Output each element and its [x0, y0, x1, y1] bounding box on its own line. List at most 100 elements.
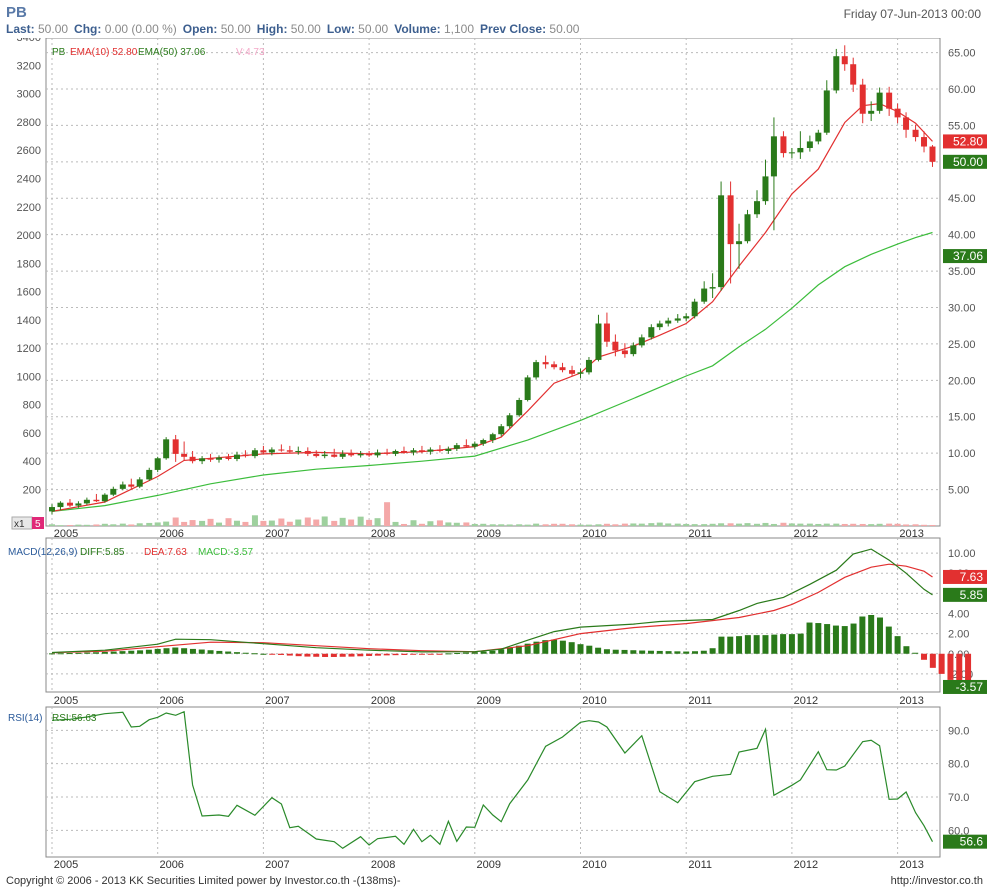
macd-histogram-bar: [66, 653, 73, 655]
macd-histogram-bar: [639, 650, 646, 654]
quote-label: Low:: [326, 22, 355, 36]
rsi-y-tick-label: 60.0: [948, 825, 969, 837]
candle: [278, 444, 285, 452]
y-tick-label-right: 65.00: [948, 48, 976, 60]
x-tick-label: 2010: [582, 528, 606, 540]
candle: [321, 450, 328, 459]
y-tick-label-left: 2600: [17, 145, 41, 157]
svg-text:56.6: 56.6: [960, 835, 984, 849]
macd-histogram-bar: [903, 646, 910, 654]
quote-value: 1,100: [440, 22, 475, 36]
legend-symbol: PB: [52, 47, 66, 58]
y-tick-label-left: 1400: [17, 315, 41, 327]
footer-link[interactable]: http://investor.co.th: [890, 875, 983, 887]
candle: [119, 481, 126, 491]
volume-bar: [83, 524, 90, 526]
volume-bar: [516, 524, 523, 526]
quote-label: Volume:: [394, 22, 441, 36]
quote-value: 50.00: [34, 22, 69, 36]
candle: [66, 499, 73, 508]
candle: [823, 80, 830, 135]
candle: [146, 467, 153, 481]
rsi-y-tick-label: 70.0: [948, 792, 969, 804]
rsi-x-tick-label: 2008: [371, 859, 395, 871]
volume-bar: [859, 523, 866, 526]
volume-bar: [709, 523, 716, 526]
macd-legend-diff: DIFF:5.85: [80, 547, 125, 558]
macd-histogram-bar: [621, 649, 628, 654]
macd-x-tick-label: 2008: [371, 695, 395, 707]
macd-histogram-bar: [330, 653, 337, 657]
macd-histogram-bar: [401, 653, 408, 655]
macd-histogram-bar: [216, 650, 223, 654]
candle: [216, 455, 223, 463]
y-tick-label-right: 45.00: [948, 193, 976, 205]
volume-scale-label: x1: [14, 519, 25, 530]
quote-value: 0.00 (0.00 %): [101, 22, 177, 36]
candle: [233, 451, 240, 462]
svg-text:5.85: 5.85: [960, 588, 984, 602]
candle: [268, 447, 275, 456]
macd-histogram-bar: [780, 634, 787, 654]
volume-bar: [823, 523, 830, 526]
y-tick-label-left: 1200: [17, 343, 41, 355]
macd-histogram-bar: [824, 624, 831, 654]
ema10-tag: 52.80: [943, 134, 987, 149]
candle: [929, 145, 936, 167]
candle: [392, 449, 399, 457]
macd-histogram-bar: [718, 636, 725, 654]
macd-histogram-bar: [692, 651, 699, 654]
macd-histogram-bar: [683, 651, 690, 654]
volume-bar: [762, 522, 769, 526]
volume-bar: [242, 521, 249, 526]
y-tick-label-right: 55.00: [948, 120, 976, 132]
macd-histogram-bar: [119, 651, 126, 654]
macd-histogram-bar: [815, 623, 822, 654]
macd-panel: [45, 537, 941, 693]
candle: [172, 434, 179, 462]
candle: [577, 368, 584, 379]
candle: [850, 57, 857, 92]
volume-bar: [727, 523, 734, 526]
volume-bar: [894, 523, 901, 526]
candle: [868, 101, 875, 122]
y-tick-label-left: 2800: [17, 117, 41, 129]
candle: [384, 448, 391, 456]
candle: [648, 324, 655, 340]
volume-bar: [876, 523, 883, 526]
macd-histogram-bar: [498, 649, 505, 654]
svg-text:7.63: 7.63: [960, 570, 984, 584]
ema50-line: [51, 231, 933, 512]
candle: [136, 477, 143, 489]
macd-histogram-bar: [295, 653, 302, 657]
volume-bar: [260, 520, 267, 526]
volume-bar: [75, 524, 82, 526]
macd-histogram-bar: [260, 653, 267, 655]
macd-histogram-bar: [929, 653, 936, 668]
macd-histogram-bar: [586, 645, 593, 654]
macd-histogram-bar: [383, 653, 390, 656]
macd-diff-tag: 5.85: [943, 587, 987, 602]
candle: [101, 493, 108, 503]
rsi-line: [51, 710, 934, 850]
volume-bar: [569, 524, 576, 526]
svg-text:-3.57: -3.57: [956, 680, 984, 694]
volume-bar: [199, 520, 206, 526]
volume-bar: [736, 523, 743, 526]
y-tick-label-left: 800: [23, 400, 41, 412]
macd-histogram-bar: [912, 652, 919, 654]
volume-bar: [480, 523, 487, 526]
macd-histogram-bar: [154, 648, 161, 654]
volume-bar: [770, 523, 777, 526]
candle: [788, 147, 795, 159]
macd-histogram-bar: [868, 615, 875, 654]
symbol-title: PB: [6, 4, 27, 21]
y-tick-label-left: 1600: [17, 287, 41, 299]
candle: [225, 453, 232, 461]
macd-histogram-bar: [410, 653, 417, 655]
candle: [744, 209, 751, 244]
macd-histogram-bar: [110, 651, 117, 654]
stock-chart[interactable]: 5.00 10.00 15.00 20.00 25.00 30.00 35.00 40.00 4…: [0, 38, 993, 872]
candle: [736, 223, 743, 269]
volume-bar: [128, 524, 135, 526]
